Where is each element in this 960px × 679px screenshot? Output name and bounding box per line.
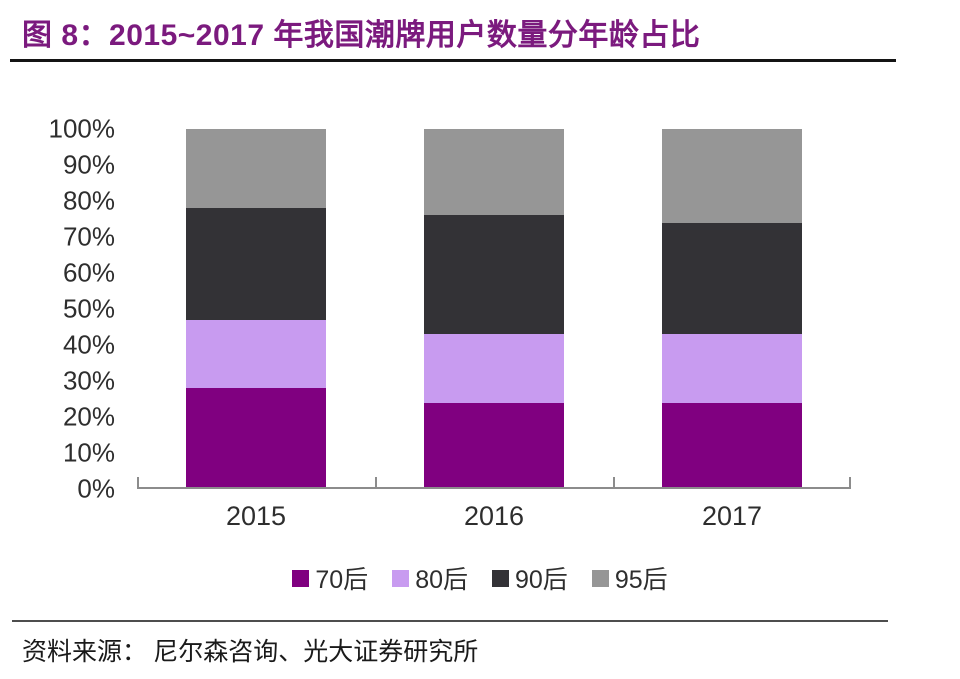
- y-axis-tick-label: 100%: [48, 113, 116, 144]
- chart-plot-area: [137, 129, 851, 489]
- y-axis-tick-label: 40%: [62, 329, 115, 360]
- source-prefix-label: 资料来源：: [22, 639, 148, 666]
- legend-swatch-icon: [492, 569, 509, 587]
- chart-legend: 70后 80后 90后 95后: [0, 560, 960, 596]
- y-axis-tick-label: 50%: [62, 293, 115, 324]
- legend-item-95后: 95后: [591, 560, 668, 596]
- source-body-label: 尼尔森咨询、光大证券研究所: [153, 639, 479, 666]
- y-axis-tick-label: 70%: [62, 221, 115, 252]
- x-axis-category-label: 2017: [701, 501, 763, 531]
- y-axis-tick-label: 90%: [62, 149, 115, 180]
- stacked-bar-2015: [186, 129, 326, 489]
- y-axis-tick-label: 20%: [62, 401, 115, 432]
- figure-title: 图 8：2015~2017 年我国潮牌用户数量分年龄占比: [22, 19, 701, 52]
- x-axis-tick: [375, 477, 377, 488]
- source-text: 资料来源： 尼尔森咨询、光大证券研究所: [22, 632, 478, 668]
- legend-swatch-icon: [591, 569, 609, 587]
- y-axis-tick-label: 60%: [62, 257, 115, 288]
- bar-segment-2015-95后: [186, 129, 326, 209]
- x-axis-category-label: 2015: [225, 501, 287, 531]
- bar-segment-2016-80后: [424, 334, 564, 403]
- bar-segment-2017-70后: [662, 402, 802, 489]
- legend-item-80后: 80后: [392, 560, 468, 596]
- y-axis-tick-label: 0%: [77, 473, 115, 504]
- title-underline: [10, 59, 896, 62]
- bar-slot-2017: [613, 129, 851, 489]
- bar-segment-2016-70后: [424, 402, 564, 489]
- bar-segment-2017-90后: [662, 222, 802, 335]
- bars-container: [137, 129, 851, 489]
- x-axis-category-label: 2016: [463, 501, 525, 531]
- bar-segment-2015-70后: [186, 388, 326, 489]
- y-axis: 0% 10% 20% 30% 40% 50% 60% 70% 80% 90% 100%: [0, 114, 116, 504]
- bar-segment-2016-95后: [424, 129, 564, 216]
- bar-segment-2016-90后: [424, 215, 564, 335]
- source-divider: [12, 620, 888, 622]
- y-axis-tick-label: 30%: [62, 365, 115, 396]
- stacked-bar-2017: [662, 129, 802, 489]
- bar-slot-2015: [137, 129, 375, 489]
- bar-segment-2017-95后: [662, 129, 802, 223]
- x-axis-tick: [613, 477, 615, 488]
- bar-segment-2015-80后: [186, 319, 326, 389]
- stacked-bar-2016: [424, 129, 564, 489]
- x-axis-tick: [137, 477, 139, 488]
- x-axis-tick: [849, 477, 851, 488]
- bar-slot-2016: [375, 129, 613, 489]
- legend-item-70后: 70后: [292, 560, 368, 596]
- y-axis-tick-label: 80%: [62, 185, 115, 216]
- x-axis-line: [137, 487, 851, 489]
- x-axis-labels: 2015 2016 2017: [137, 501, 851, 532]
- bar-segment-2017-80后: [662, 334, 802, 403]
- bar-segment-2015-90后: [186, 208, 326, 320]
- y-axis-tick-label: 10%: [62, 437, 115, 468]
- legend-swatch-icon: [392, 569, 410, 587]
- legend-label: 80后: [415, 566, 468, 594]
- legend-label: 90后: [515, 566, 568, 594]
- legend-swatch-icon: [292, 569, 310, 587]
- legend-label: 70后: [315, 566, 369, 594]
- legend-item-90后: 90后: [492, 560, 568, 596]
- legend-label: 95后: [614, 566, 668, 594]
